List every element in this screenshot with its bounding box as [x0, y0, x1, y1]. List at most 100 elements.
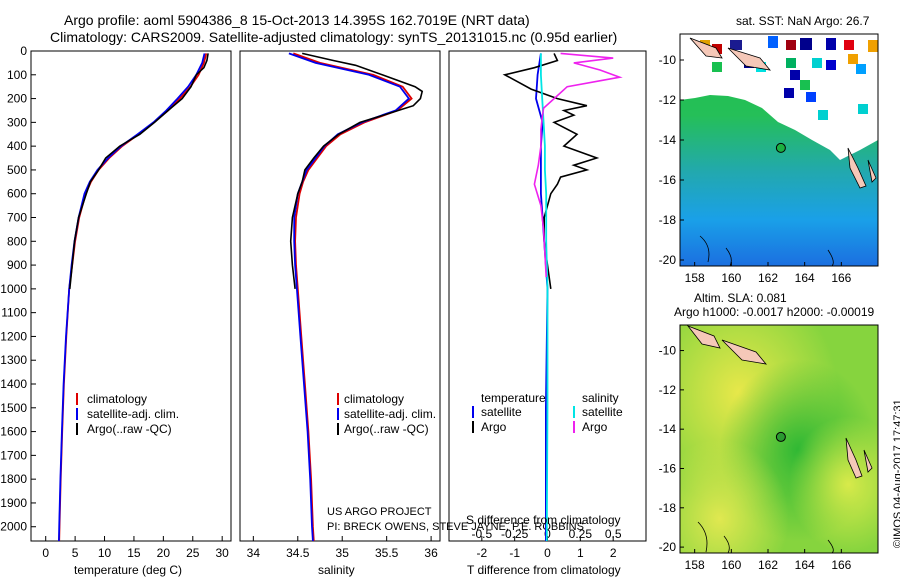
salinity-difference-tick-label: 0.5	[605, 527, 622, 541]
difference-xtick-label: 2	[610, 546, 617, 560]
salinity-chart: 34 34.5 35 35.5 36 climatology satellite-adj…	[239, 50, 584, 560]
sla-lat-label: -16	[659, 461, 677, 475]
depth-ytick-label: 1600	[0, 425, 27, 439]
temperature-series-argo-raw-qc	[69, 53, 209, 289]
depth-ytick-label: 1800	[0, 472, 27, 486]
legend-climatology-label: climatology	[344, 392, 404, 406]
depth-ytick-label: 300	[7, 115, 27, 129]
salinity-difference-tick-label: -0.5	[471, 527, 492, 541]
salinity-plot-frame	[239, 50, 441, 542]
sla-argo-marker	[775, 431, 786, 442]
temperature-xtick-label: 25	[186, 546, 200, 560]
salinity-x-axis-label: salinity	[318, 563, 355, 577]
legend-sal-argo-label: Argo	[582, 420, 608, 434]
depth-ytick-label: 1900	[0, 496, 27, 510]
sla-map-title-line1: Altim. SLA: 0.081	[694, 291, 787, 305]
salinity-xtick-label: 36	[424, 546, 438, 560]
depth-ytick-label: 1500	[0, 401, 27, 415]
salinity-xtick-label: 34	[247, 546, 261, 560]
salinity-xtick-label: 35	[336, 546, 350, 560]
salinity-difference-tick-label: -0.25	[501, 527, 529, 541]
sst-lon-label: 164	[795, 271, 815, 285]
difference-legend: temperature satellite Argo salinity sate…	[472, 391, 623, 434]
depth-ytick-label: 700	[7, 211, 27, 225]
sla-lon-label: 160	[721, 558, 741, 572]
depth-ytick-label: 500	[7, 163, 27, 177]
sla-lat-label: -20	[659, 540, 677, 554]
difference-series-salinity-argo	[533, 52, 623, 278]
temperature-xtick-label: 0	[42, 546, 49, 560]
sst-lon-label: 160	[721, 271, 741, 285]
depth-ytick-label: 400	[7, 139, 27, 153]
difference-x-axis-label: T difference from climatology	[467, 563, 621, 577]
temperature-xtick-label: 15	[127, 546, 141, 560]
sst-lon-label: 158	[685, 271, 705, 285]
project-annotation: US ARGO PROJECT	[327, 506, 432, 518]
sst-land-outlines	[689, 37, 877, 189]
sst-map-frame	[679, 33, 879, 267]
sst-map: 158 160 162 164 166 -10 -12 -14 -16 -18 -20	[659, 33, 879, 285]
temperature-xtick-label: 20	[157, 546, 171, 560]
salinity-xtick-label: 35.5	[375, 546, 399, 560]
sla-lat-label: -10	[659, 344, 677, 358]
pi-annotation: PI: BRECK OWENS, STEVE JAYNE, P.E. ROBBI…	[327, 521, 584, 533]
sla-lat-label: -12	[659, 383, 677, 397]
legend-satellite-label: satellite-adj. clim.	[344, 407, 436, 421]
salinity-series-argo-raw-qc	[289, 52, 424, 289]
legend-argo-label: Argo(..raw -QC)	[87, 422, 172, 436]
sla-map-frame	[679, 324, 879, 554]
temperature-x-axis-label: temperature (deg C)	[74, 563, 183, 577]
difference-xtick-label: 0	[544, 546, 551, 560]
sla-lon-label: 166	[831, 558, 851, 572]
depth-ytick-label: 1400	[0, 377, 27, 391]
sst-lat-label: -10	[659, 53, 677, 67]
sst-argo-marker	[775, 142, 786, 153]
sst-lon-label: 166	[831, 271, 851, 285]
legend-satellite-label: satellite-adj. clim.	[87, 407, 179, 421]
temperature-legend: climatology satellite-adj. clim. Argo(..…	[76, 392, 179, 436]
sst-lat-label: -18	[659, 213, 677, 227]
depth-ytick-label: 1000	[0, 282, 27, 296]
sla-lat-label: -14	[659, 422, 677, 436]
sst-lon-label: 162	[758, 271, 778, 285]
difference-chart: -2 -1 0 1 2-0.5 -0.25 0 0.25 0.5 temperature sat…	[448, 50, 647, 560]
sla-map-title-line2: Argo h1000: -0.0017 h2000: -0.00019	[674, 305, 875, 319]
sla-lon-label: 162	[758, 558, 778, 572]
legend-climatology-label: climatology	[87, 392, 147, 406]
legend-argo-label: Argo(..raw -QC)	[344, 422, 429, 436]
temperature-xtick-label: 30	[215, 546, 229, 560]
depth-ytick-label: 900	[7, 258, 27, 272]
salinity-difference-tick-label: 0.25	[569, 527, 593, 541]
temperature-xtick-label: 10	[98, 546, 112, 560]
temperature-xtick-label: 5	[72, 546, 79, 560]
depth-ytick-label: 1100	[1, 306, 27, 320]
difference-series-temperature-argo	[502, 53, 600, 290]
legend-temp-satellite-label: satellite	[481, 405, 522, 419]
temperature-plot-frame	[30, 50, 232, 542]
depth-ytick-label: 800	[7, 234, 27, 248]
difference-xtick-label: -1	[509, 546, 520, 560]
sla-lon-label: 164	[795, 558, 815, 572]
legend-salinity-title: salinity	[582, 391, 619, 405]
depth-ytick-label: 600	[7, 187, 27, 201]
difference-series-temperature-satellite	[535, 53, 549, 541]
depth-ytick-label: 0	[20, 44, 27, 58]
depth-ytick-label: 1200	[0, 329, 27, 343]
figure-title-line2: Climatology: CARS2009. Satellite-adjuste…	[50, 29, 618, 45]
sla-lon-label: 158	[685, 558, 705, 572]
depth-ytick-label: 100	[7, 68, 27, 82]
legend-sal-satellite-label: satellite	[582, 405, 623, 419]
sst-lat-label: -12	[659, 93, 677, 107]
salinity-xtick-label: 34.5	[286, 546, 310, 560]
salinity-legend: climatology satellite-adj. clim. Argo(..…	[337, 392, 436, 436]
difference-xtick-label: 1	[577, 546, 584, 560]
sla-land-outlines	[686, 325, 873, 479]
difference-xtick-label: -2	[476, 546, 487, 560]
sst-lat-label: -14	[659, 133, 677, 147]
legend-temp-argo-label: Argo	[481, 420, 507, 434]
figure-title-line1: Argo profile: aoml 5904386_8 15-Oct-2013…	[64, 12, 530, 28]
sst-lat-label: -20	[659, 253, 677, 267]
temperature-chart: 0100200300400500600700800900100011001200…	[0, 44, 232, 560]
depth-ytick-label: 200	[7, 92, 27, 106]
